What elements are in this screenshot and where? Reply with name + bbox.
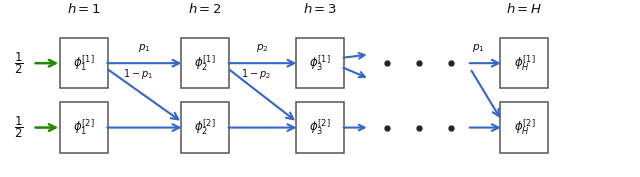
Text: $p_2$: $p_2$ xyxy=(256,42,269,54)
Text: $h = H$: $h = H$ xyxy=(506,2,543,16)
Text: $\phi_{3}^{[1]}$: $\phi_{3}^{[1]}$ xyxy=(309,53,331,73)
Text: $\phi_{2}^{[2]}$: $\phi_{2}^{[2]}$ xyxy=(195,118,216,137)
FancyBboxPatch shape xyxy=(181,38,229,88)
FancyBboxPatch shape xyxy=(500,102,548,153)
Text: $p_1$: $p_1$ xyxy=(138,42,150,54)
Text: $\dfrac{1}{2}$: $\dfrac{1}{2}$ xyxy=(14,115,23,140)
Text: $\phi_{3}^{[2]}$: $\phi_{3}^{[2]}$ xyxy=(309,118,331,137)
Text: $h = 3$: $h = 3$ xyxy=(303,2,337,16)
Text: $1-p_2$: $1-p_2$ xyxy=(241,67,271,81)
Text: $\phi_{1}^{[1]}$: $\phi_{1}^{[1]}$ xyxy=(73,53,95,73)
Text: $\phi_{1}^{[2]}$: $\phi_{1}^{[2]}$ xyxy=(73,118,95,137)
Text: $\phi_{2}^{[1]}$: $\phi_{2}^{[1]}$ xyxy=(195,53,216,73)
Text: $p_1$: $p_1$ xyxy=(472,42,484,54)
FancyBboxPatch shape xyxy=(500,38,548,88)
FancyBboxPatch shape xyxy=(60,38,108,88)
FancyBboxPatch shape xyxy=(296,38,344,88)
FancyBboxPatch shape xyxy=(60,102,108,153)
Text: $h = 2$: $h = 2$ xyxy=(188,2,222,16)
Text: $1-p_1$: $1-p_1$ xyxy=(123,67,153,81)
FancyBboxPatch shape xyxy=(296,102,344,153)
Text: $\dfrac{1}{2}$: $\dfrac{1}{2}$ xyxy=(14,50,23,76)
Text: $h = 1$: $h = 1$ xyxy=(67,2,100,16)
Text: $\phi_{H}^{[1]}$: $\phi_{H}^{[1]}$ xyxy=(513,53,535,73)
Text: $\phi_{H}^{[2]}$: $\phi_{H}^{[2]}$ xyxy=(513,118,535,137)
FancyBboxPatch shape xyxy=(181,102,229,153)
